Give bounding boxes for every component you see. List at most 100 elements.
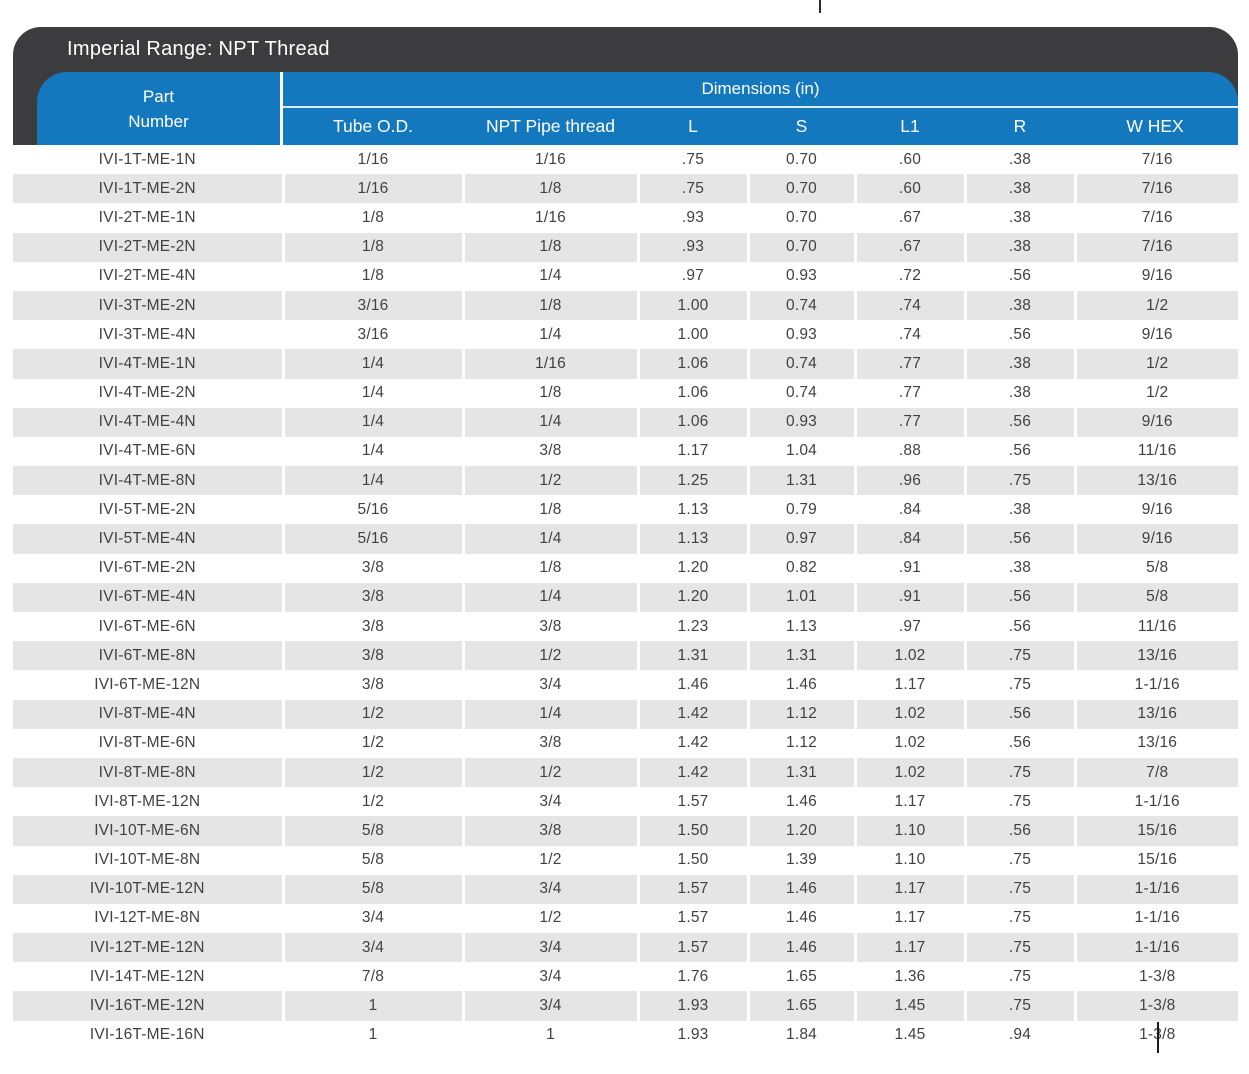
w-hex-cell: 13/16 (1075, 641, 1238, 671)
tube-od-cell: 3/8 (283, 670, 465, 700)
l-cell: 1.93 (638, 1020, 750, 1050)
w-hex-cell: 15/16 (1075, 816, 1238, 846)
l-cell: 1.06 (638, 349, 750, 379)
part-number-cell: IVI-10T-ME-12N (13, 874, 285, 904)
part-number-cell: IVI-12T-ME-8N (13, 903, 285, 934)
l1-cell: .74 (855, 290, 967, 321)
r-cell: .56 (965, 728, 1077, 758)
r-cell: .38 (965, 290, 1077, 321)
s-cell: 1.65 (748, 962, 857, 992)
part-number-cell: IVI-8T-ME-6N (13, 728, 285, 758)
r-cell: .56 (965, 816, 1077, 846)
npt-thread-cell: 1/4 (463, 320, 640, 350)
l1-cell: .60 (855, 145, 967, 175)
tube-od-cell: 3/8 (283, 641, 465, 671)
w-hex-cell: 9/16 (1075, 495, 1238, 525)
npt-thread-cell: 3/8 (463, 436, 640, 467)
tube-od-cell: 3/8 (283, 553, 465, 583)
s-cell: 1.46 (748, 933, 857, 963)
r-cell: .75 (965, 874, 1077, 904)
w-hex-cell: 1-1/16 (1075, 933, 1238, 963)
table-title: Imperial Range: NPT Thread (67, 38, 330, 60)
w-hex-cell: 9/16 (1075, 320, 1238, 350)
tube-od-cell: 1/4 (283, 407, 465, 437)
table-row: IVI-16T-ME-12N 1 3/4 1.93 1.65 1.45.75 1-3/8 (13, 991, 1238, 1021)
l1-cell: 1.10 (855, 816, 967, 846)
part-number-cell: IVI-2T-ME-1N (13, 203, 285, 233)
s-cell: 0.74 (748, 349, 857, 379)
l-cell: 1.13 (638, 495, 750, 525)
npt-thread-cell: 3/8 (463, 816, 640, 846)
r-cell: .56 (965, 582, 1077, 612)
l1-cell: .96 (855, 466, 967, 496)
w-hex-cell: 1-3/8 (1075, 991, 1238, 1021)
w-hex-cell: 13/16 (1075, 728, 1238, 758)
w-hex-cell: 9/16 (1075, 524, 1238, 554)
npt-thread-cell: 1/8 (463, 553, 640, 583)
part-number-cell: IVI-2T-ME-2N (13, 232, 285, 262)
s-cell: 0.74 (748, 378, 857, 408)
l-cell: 1.06 (638, 407, 750, 437)
l-cell: .93 (638, 203, 750, 233)
table-row: IVI-12T-ME-12N 3/4 3/4 1.57 1.46 1.17.75 1-1/1… (13, 933, 1238, 963)
column-header-l: L (688, 116, 698, 136)
l-cell: .93 (638, 232, 750, 262)
table-row: IVI-2T-ME-2N 1/8 1/8.93 0.70.67.38 7/16 (13, 232, 1238, 262)
s-cell: 0.97 (748, 524, 857, 554)
s-cell: 1.20 (748, 816, 857, 846)
column-header-npt-thread: NPT Pipe thread (485, 116, 616, 136)
npt-thread-spec-table: Imperial Range: NPT Thread Part Number D… (13, 27, 1238, 1050)
l-cell: 1.00 (638, 290, 750, 321)
s-cell: 0.79 (748, 495, 857, 525)
dimensions-table: IVI-1T-ME-1N 1/16 1/16.75 0.70.60.38 7/16 IVI… (13, 145, 1238, 1050)
crop-mark (819, 0, 821, 13)
s-cell: 1.13 (748, 612, 857, 642)
r-cell: .38 (965, 203, 1077, 233)
part-header-line-1: Part (142, 86, 175, 106)
part-number-cell: IVI-3T-ME-2N (13, 290, 285, 321)
l-cell: 1.57 (638, 933, 750, 963)
r-cell: .75 (965, 903, 1077, 934)
s-cell: 1.39 (748, 845, 857, 875)
part-number-cell: IVI-5T-ME-4N (13, 524, 285, 554)
l1-cell: 1.36 (855, 962, 967, 992)
tube-od-cell: 3/8 (283, 582, 465, 612)
npt-thread-cell: 1/4 (463, 582, 640, 612)
tube-od-cell: 1/8 (283, 261, 465, 291)
s-cell: 1.12 (748, 699, 857, 729)
l1-cell: 1.17 (855, 670, 967, 700)
r-cell: .38 (965, 232, 1077, 262)
r-cell: .38 (965, 378, 1077, 408)
table-row: IVI-10T-ME-6N 5/8 3/8 1.50 1.20 1.10.56 15/16 (13, 816, 1238, 846)
npt-thread-cell: 1/8 (463, 232, 640, 262)
l-cell: .75 (638, 174, 750, 204)
column-header-part-number: Part Number (37, 72, 283, 145)
npt-thread-cell: 3/8 (463, 612, 640, 642)
w-hex-cell: 1/2 (1075, 378, 1238, 408)
l-cell: 1.20 (638, 582, 750, 612)
w-hex-cell: 7/16 (1075, 232, 1238, 262)
tube-od-cell: 5/16 (283, 495, 465, 525)
table-row: IVI-4T-ME-8N 1/4 1/2 1.25 1.31.96.75 13/16 (13, 466, 1238, 496)
part-number-cell: IVI-6T-ME-6N (13, 612, 285, 642)
l1-cell: 1.10 (855, 845, 967, 875)
s-cell: 1.31 (748, 466, 857, 496)
w-hex-cell: 1/2 (1075, 290, 1238, 321)
npt-thread-cell: 1/4 (463, 524, 640, 554)
l-cell: 1.93 (638, 991, 750, 1021)
npt-thread-cell: 1/2 (463, 641, 640, 671)
npt-thread-cell: 1/2 (463, 757, 640, 788)
npt-thread-cell: 1/4 (463, 699, 640, 729)
part-number-cell: IVI-14T-ME-12N (13, 962, 285, 992)
npt-thread-cell: 1/8 (463, 290, 640, 321)
l1-cell: .67 (855, 203, 967, 233)
l1-cell: .72 (855, 261, 967, 291)
s-cell: 1.04 (748, 436, 857, 467)
r-cell: .56 (965, 524, 1077, 554)
tube-od-cell: 1/2 (283, 787, 465, 817)
s-cell: 0.93 (748, 261, 857, 291)
column-header-r: R (1013, 116, 1027, 136)
table-row: IVI-5T-ME-4N 5/16 1/4 1.13 0.97.84.56 9/16 (13, 524, 1238, 554)
text-cursor-artifact (1157, 1022, 1159, 1053)
w-hex-cell: 9/16 (1075, 407, 1238, 437)
